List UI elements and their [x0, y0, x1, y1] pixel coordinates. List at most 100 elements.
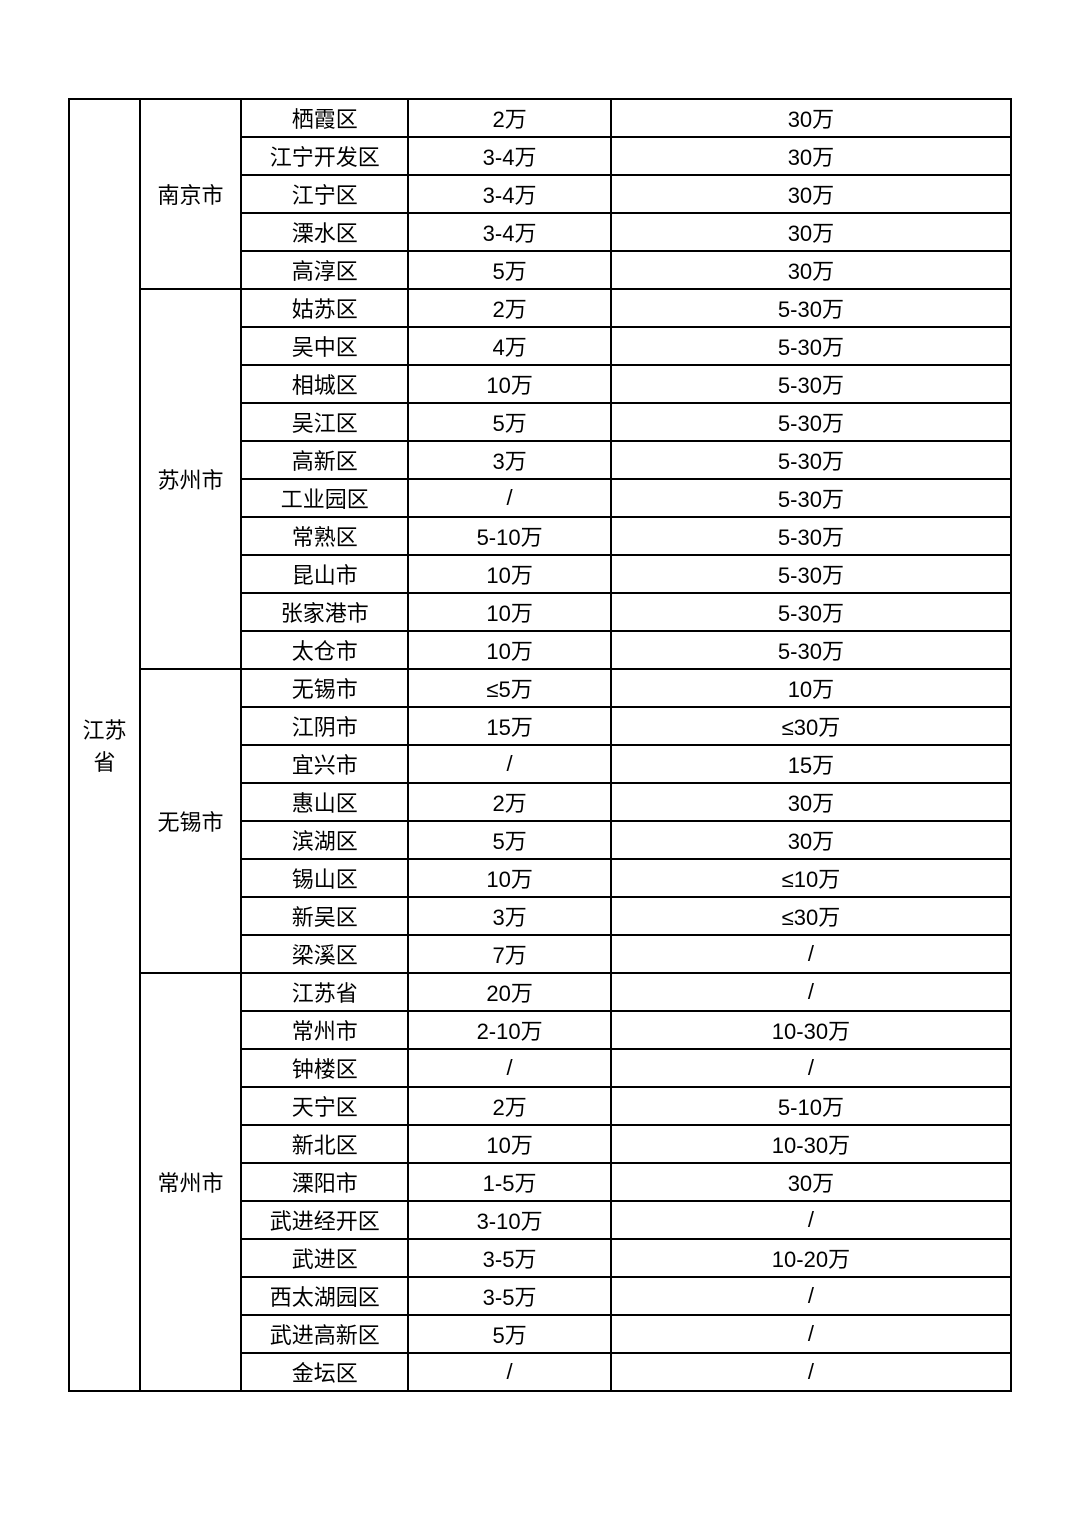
value2-cell: 5-30万 — [611, 631, 1011, 669]
city-cell: 无锡市 — [140, 669, 241, 973]
district-cell: 滨湖区 — [241, 821, 408, 859]
value2-cell: 30万 — [611, 213, 1011, 251]
table-row: 苏州市姑苏区2万5-30万 — [69, 289, 1011, 327]
value2-cell: 30万 — [611, 99, 1011, 137]
district-cell: 高淳区 — [241, 251, 408, 289]
value1-cell: 3-5万 — [408, 1277, 611, 1315]
value1-cell: 3-10万 — [408, 1201, 611, 1239]
value2-cell: 30万 — [611, 137, 1011, 175]
value2-cell: ≤10万 — [611, 859, 1011, 897]
value2-cell: / — [611, 1277, 1011, 1315]
value1-cell: 10万 — [408, 1125, 611, 1163]
district-cell: 太仓市 — [241, 631, 408, 669]
value1-cell: 5万 — [408, 1315, 611, 1353]
value2-cell: 10-30万 — [611, 1125, 1011, 1163]
value2-cell: / — [611, 1049, 1011, 1087]
value1-cell: 1-5万 — [408, 1163, 611, 1201]
value1-cell: 2万 — [408, 289, 611, 327]
value2-cell: ≤30万 — [611, 897, 1011, 935]
value2-cell: 5-30万 — [611, 403, 1011, 441]
value2-cell: 5-30万 — [611, 327, 1011, 365]
district-cell: 吴中区 — [241, 327, 408, 365]
value2-cell: 10万 — [611, 669, 1011, 707]
value1-cell: 2万 — [408, 783, 611, 821]
value2-cell: 5-10万 — [611, 1087, 1011, 1125]
value1-cell: / — [408, 479, 611, 517]
value2-cell: 30万 — [611, 175, 1011, 213]
district-cell: 常熟区 — [241, 517, 408, 555]
district-cell: 常州市 — [241, 1011, 408, 1049]
district-cell: 金坛区 — [241, 1353, 408, 1391]
value2-cell: / — [611, 1353, 1011, 1391]
value1-cell: 10万 — [408, 631, 611, 669]
value1-cell: 10万 — [408, 555, 611, 593]
value2-cell: / — [611, 935, 1011, 973]
value1-cell: 5-10万 — [408, 517, 611, 555]
value1-cell: 3-4万 — [408, 175, 611, 213]
value2-cell: 5-30万 — [611, 555, 1011, 593]
value1-cell: 2万 — [408, 99, 611, 137]
district-cell: 工业园区 — [241, 479, 408, 517]
city-cell: 南京市 — [140, 99, 241, 289]
value1-cell: 3-5万 — [408, 1239, 611, 1277]
district-cell: 锡山区 — [241, 859, 408, 897]
value1-cell: 15万 — [408, 707, 611, 745]
value1-cell: 7万 — [408, 935, 611, 973]
value2-cell: 30万 — [611, 1163, 1011, 1201]
value2-cell: 10-20万 — [611, 1239, 1011, 1277]
district-cell: 武进区 — [241, 1239, 408, 1277]
value2-cell: 10-30万 — [611, 1011, 1011, 1049]
value2-cell: 5-30万 — [611, 517, 1011, 555]
district-cell: 天宁区 — [241, 1087, 408, 1125]
value1-cell: 3万 — [408, 441, 611, 479]
value1-cell: 10万 — [408, 859, 611, 897]
value2-cell: / — [611, 1315, 1011, 1353]
district-cell: 高新区 — [241, 441, 408, 479]
district-cell: 张家港市 — [241, 593, 408, 631]
value2-cell: 15万 — [611, 745, 1011, 783]
province-cell: 江苏省 — [69, 99, 140, 1391]
district-cell: 溧阳市 — [241, 1163, 408, 1201]
value2-cell: 5-30万 — [611, 441, 1011, 479]
value1-cell: 2万 — [408, 1087, 611, 1125]
value1-cell: / — [408, 1353, 611, 1391]
value1-cell: 10万 — [408, 593, 611, 631]
district-cell: 姑苏区 — [241, 289, 408, 327]
value2-cell: / — [611, 973, 1011, 1011]
value1-cell: 5万 — [408, 403, 611, 441]
district-cell: 无锡市 — [241, 669, 408, 707]
district-cell: 相城区 — [241, 365, 408, 403]
table-row: 无锡市无锡市≤5万10万 — [69, 669, 1011, 707]
value1-cell: 5万 — [408, 821, 611, 859]
district-cell: 梁溪区 — [241, 935, 408, 973]
city-cell: 常州市 — [140, 973, 241, 1391]
value1-cell: 3-4万 — [408, 137, 611, 175]
value2-cell: 5-30万 — [611, 365, 1011, 403]
value1-cell: / — [408, 745, 611, 783]
district-cell: 江宁区 — [241, 175, 408, 213]
value1-cell: 20万 — [408, 973, 611, 1011]
value2-cell: 30万 — [611, 821, 1011, 859]
district-cell: 新吴区 — [241, 897, 408, 935]
value1-cell: 3-4万 — [408, 213, 611, 251]
data-table: 江苏省南京市栖霞区2万30万江宁开发区3-4万30万江宁区3-4万30万溧水区3… — [68, 98, 1012, 1392]
district-cell: 江阴市 — [241, 707, 408, 745]
value1-cell: 2-10万 — [408, 1011, 611, 1049]
value1-cell: 10万 — [408, 365, 611, 403]
value2-cell: 5-30万 — [611, 289, 1011, 327]
city-cell: 苏州市 — [140, 289, 241, 669]
district-cell: 溧水区 — [241, 213, 408, 251]
district-cell: 栖霞区 — [241, 99, 408, 137]
district-cell: 武进高新区 — [241, 1315, 408, 1353]
value2-cell: / — [611, 1201, 1011, 1239]
district-cell: 昆山市 — [241, 555, 408, 593]
value1-cell: ≤5万 — [408, 669, 611, 707]
district-cell: 惠山区 — [241, 783, 408, 821]
value1-cell: / — [408, 1049, 611, 1087]
district-cell: 江宁开发区 — [241, 137, 408, 175]
value2-cell: ≤30万 — [611, 707, 1011, 745]
value1-cell: 4万 — [408, 327, 611, 365]
table-row: 常州市江苏省20万/ — [69, 973, 1011, 1011]
district-cell: 吴江区 — [241, 403, 408, 441]
value2-cell: 30万 — [611, 783, 1011, 821]
